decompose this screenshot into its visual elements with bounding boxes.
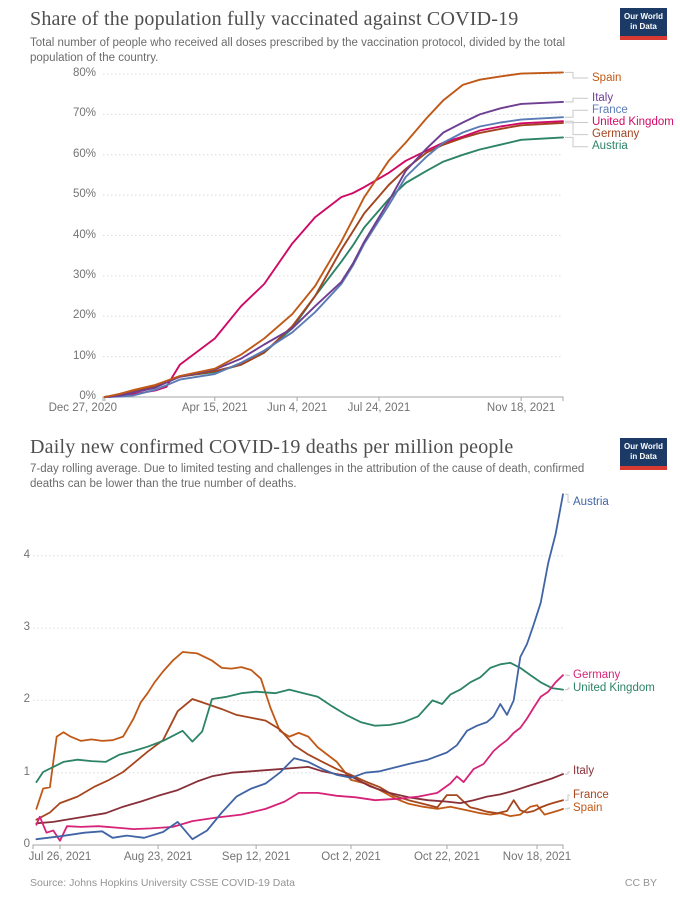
series-line-italy [103, 100, 564, 398]
legend-connector [565, 794, 570, 801]
series-line-france [35, 698, 564, 821]
legend-label-spain: Spain [592, 71, 622, 84]
chart-subtitle: 7-day rolling average. Due to limited te… [30, 463, 585, 491]
source-note: Source: Johns Hopkins University CSSE CO… [30, 877, 295, 889]
series-line-austria [35, 493, 564, 841]
x-tick-label: Nov 18, 2021 [502, 851, 572, 863]
owid-logo: Our World in Data [620, 8, 667, 40]
legend-connector [565, 674, 570, 677]
series-line-united-kingdom [35, 661, 564, 783]
legend-label-austria: Austria [573, 495, 609, 508]
y-tick-label: 40% [72, 228, 96, 241]
legend-label-united-kingdom: United Kingdom [592, 115, 674, 128]
legend-connector [565, 807, 570, 810]
y-tick-label: 50% [72, 188, 96, 201]
y-tick-label: 1 [23, 765, 30, 778]
x-tick-label: Apr 15, 2021 [181, 402, 248, 414]
vaccination-plot-area [102, 71, 588, 401]
x-tick-label: Aug 23, 2021 [123, 851, 193, 863]
y-tick-label: 4 [23, 548, 30, 561]
legend-label-france: France [592, 103, 628, 116]
series-line-spain [35, 651, 564, 817]
y-tick-label: 80% [72, 67, 96, 79]
legend-label-france: France [573, 788, 609, 801]
y-tick-label: 0% [79, 390, 96, 402]
license-note: CC BY [624, 877, 657, 889]
series-line-france [103, 116, 564, 398]
chart-subtitle: Total number of people who received all … [30, 37, 566, 65]
x-tick-label: Nov 18, 2021 [486, 402, 556, 414]
series-line-austria [103, 136, 564, 398]
legend-label-germany: Germany [592, 128, 640, 141]
vaccination-chart: Share of the population fully vaccinated… [0, 0, 680, 432]
y-tick-label: 70% [72, 107, 96, 120]
chart-title: Share of the population fully vaccinated… [30, 8, 519, 30]
legend-connector [565, 120, 588, 123]
y-tick-label: 20% [72, 309, 96, 322]
x-tick-label: Jul 24, 2021 [347, 402, 411, 414]
legend-label-italy: Italy [573, 765, 595, 778]
legend-connector [565, 97, 588, 103]
legend-connector [565, 71, 588, 79]
deaths-plot-area [32, 493, 570, 849]
owid-logo-line1: Our World [624, 12, 663, 21]
legend-label-austria: Austria [592, 140, 628, 153]
chart-title: Daily new confirmed COVID-19 deaths per … [30, 436, 514, 458]
legend-label-italy: Italy [592, 91, 614, 104]
y-tick-label: 2 [23, 693, 30, 706]
x-tick-label: Jul 26, 2021 [28, 851, 92, 863]
x-tick-label: Dec 27, 2020 [48, 402, 118, 414]
y-tick-label: 30% [72, 268, 96, 281]
legend-connector [565, 122, 588, 136]
y-tick-label: 60% [72, 147, 96, 160]
legend-connector [565, 771, 570, 775]
series-line-italy [35, 766, 564, 825]
x-tick-label: Oct 2, 2021 [321, 851, 381, 863]
y-tick-label: 10% [72, 349, 96, 362]
legend-connector [565, 136, 588, 148]
legend-connector [565, 493, 570, 503]
legend-label-spain: Spain [573, 801, 603, 814]
y-tick-label: 3 [23, 621, 30, 634]
series-line-germany [35, 674, 564, 842]
owid-logo-line2: in Data [630, 22, 657, 32]
series-line-spain [103, 71, 564, 398]
x-tick-label: Jun 4, 2021 [267, 402, 328, 414]
legend-connector [565, 687, 570, 691]
series-line-united-kingdom [103, 120, 564, 398]
owid-logo-line1: Our World [624, 442, 663, 451]
series-line-germany [103, 121, 564, 398]
legend-label-germany: Germany [573, 669, 621, 682]
legend-label-united-kingdom: United Kingdom [573, 681, 655, 694]
x-tick-label: Oct 22, 2021 [413, 851, 480, 863]
owid-logo-line2: in Data [630, 452, 657, 462]
x-tick-label: Sep 12, 2021 [221, 851, 291, 863]
owid-logo: Our World in Data [620, 438, 667, 470]
y-tick-label: 0 [23, 838, 30, 850]
deaths-chart: Daily new confirmed COVID-19 deaths per … [0, 432, 680, 900]
legend-connector [565, 109, 588, 118]
